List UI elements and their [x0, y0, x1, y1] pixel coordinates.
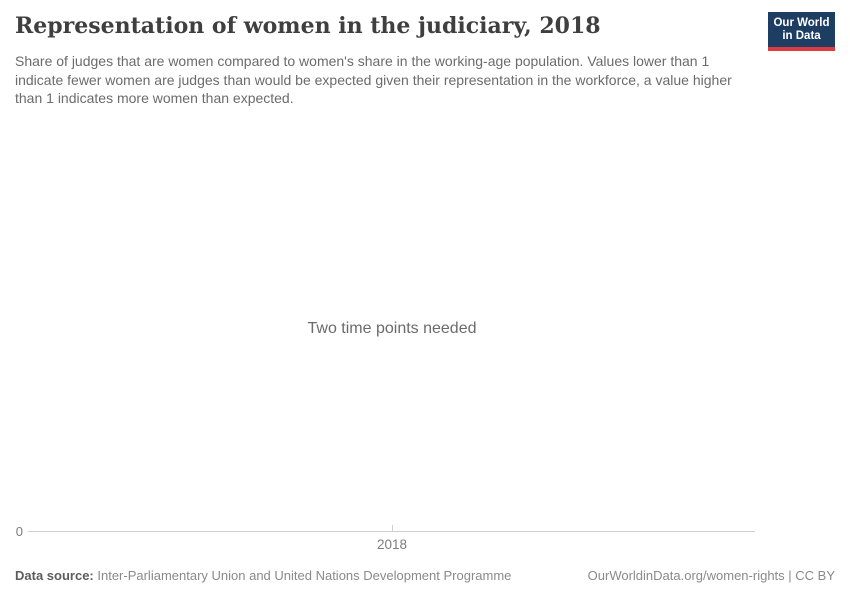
data-source-label: Data source: — [15, 568, 94, 583]
owid-logo-line2: in Data — [782, 30, 821, 42]
empty-state-message: Two time points needed — [307, 320, 477, 337]
data-source-value: Inter-Parliamentary Union and United Nat… — [93, 568, 512, 583]
x-axis-tick-label: 2018 — [376, 537, 408, 552]
x-axis-tick-mark — [392, 525, 393, 531]
owid-logo-line1: Our World — [773, 17, 830, 29]
chart-title: Representation of women in the judiciary… — [15, 13, 601, 39]
attribution-link[interactable]: OurWorldinData.org/women-rights | CC BY — [587, 568, 835, 583]
chart-footer: Data source: Inter-Parliamentary Union a… — [15, 568, 835, 583]
data-source-line[interactable]: Data source: Inter-Parliamentary Union a… — [15, 568, 511, 583]
chart-subtitle: Share of judges that are women compared … — [15, 53, 732, 106]
y-axis-tick-label: 0 — [15, 524, 23, 539]
owid-logo[interactable]: Our World in Data — [768, 12, 835, 51]
x-axis-line — [28, 531, 755, 532]
